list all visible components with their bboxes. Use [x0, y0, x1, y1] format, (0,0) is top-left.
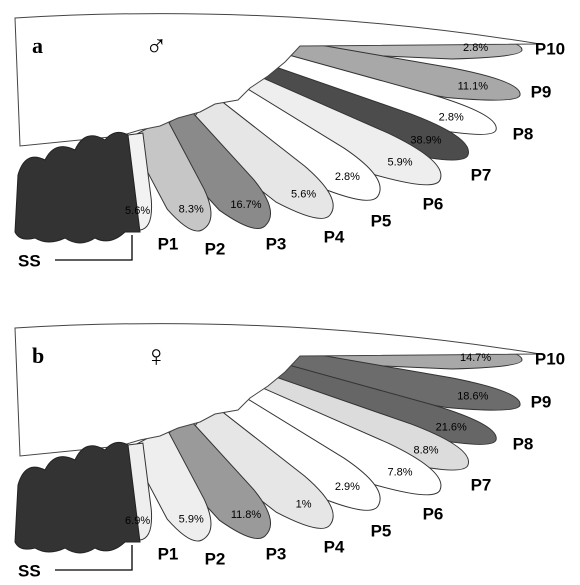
ss-label: SS	[18, 561, 41, 580]
feather-label: P10	[535, 349, 565, 368]
feather-percent: 38.9%	[410, 134, 441, 146]
feather	[212, 391, 381, 511]
feather-percent: 5.9%	[387, 156, 412, 168]
feather	[152, 415, 272, 540]
ss-bracket	[55, 235, 133, 261]
feather-label: P4	[324, 537, 345, 556]
feather-percent: 11.1%	[458, 81, 489, 93]
feather	[230, 71, 442, 186]
feather-percent: 8.3%	[179, 204, 204, 216]
feather-label: P2	[205, 239, 226, 258]
sex-symbol: ♀	[145, 340, 168, 373]
feather-label: P4	[324, 227, 345, 246]
secondaries	[14, 131, 141, 244]
panel-letter: a	[32, 33, 43, 58]
feather-label: P3	[266, 544, 287, 563]
ss-label: SS	[18, 251, 41, 270]
feather	[183, 403, 334, 529]
feather-label: P2	[205, 549, 226, 568]
feather-percent: 5.9%	[179, 514, 204, 526]
feather-percent: 8.8%	[413, 444, 438, 456]
feather-label: P6	[423, 194, 444, 213]
feather-percent: 2.8%	[335, 171, 360, 183]
feather-percent: 5.6%	[125, 205, 150, 217]
feather-percent: 2.8%	[439, 112, 464, 124]
feather	[183, 93, 334, 219]
feather-label: P5	[371, 211, 392, 230]
feather-percent: 6.9%	[125, 515, 150, 527]
feather-label: P8	[513, 434, 534, 453]
feather	[212, 81, 381, 201]
feather	[280, 38, 521, 101]
feather-label: P5	[371, 521, 392, 540]
sex-symbol: ♂	[145, 30, 168, 63]
wing-panel: SS b ♀ 6.9% P1 5.9% P2 11.8% P3 1% P4 2.9% P5 7.8% P6 8…	[14, 323, 565, 580]
feather-percent: 18.6%	[457, 391, 488, 403]
feather-percent: 14.7%	[460, 352, 491, 364]
feather-percent: 7.8%	[387, 466, 412, 478]
wing-coverts	[14, 13, 541, 147]
panel-letter: b	[32, 343, 44, 368]
secondaries	[14, 441, 141, 554]
feather-percent: 1%	[296, 498, 312, 510]
feather	[128, 117, 212, 232]
ss-bracket	[55, 545, 133, 571]
feather-label: P1	[158, 544, 179, 563]
feather	[280, 348, 521, 411]
feather-percent: 11.8%	[231, 509, 262, 521]
feather-percent: 2.8%	[463, 42, 488, 54]
feather-percent: 21.6%	[436, 422, 467, 434]
wing-coverts	[14, 323, 541, 457]
feather-label: P6	[423, 504, 444, 523]
feather-label: P10	[535, 39, 565, 58]
wing-panel: SS a ♂ 5.6% P1 8.3% P2 16.7% P3 5.6% P4 2.8% P5 5.9% P…	[14, 13, 565, 270]
feather-label: P1	[158, 234, 179, 253]
feather	[266, 361, 497, 445]
feather-label: P9	[531, 392, 552, 411]
feather	[230, 381, 442, 496]
feather-percent: 16.7%	[230, 199, 261, 211]
feather-label: P8	[513, 124, 534, 143]
feather-percent: 2.9%	[335, 481, 360, 493]
feather-label: P7	[471, 475, 492, 494]
feather	[152, 105, 272, 230]
feather	[266, 51, 497, 135]
feather-label: P7	[471, 165, 492, 184]
feather-label: P3	[266, 234, 287, 253]
feather	[128, 427, 212, 542]
feather-label: P9	[531, 82, 552, 101]
feather-percent: 5.6%	[291, 188, 316, 200]
